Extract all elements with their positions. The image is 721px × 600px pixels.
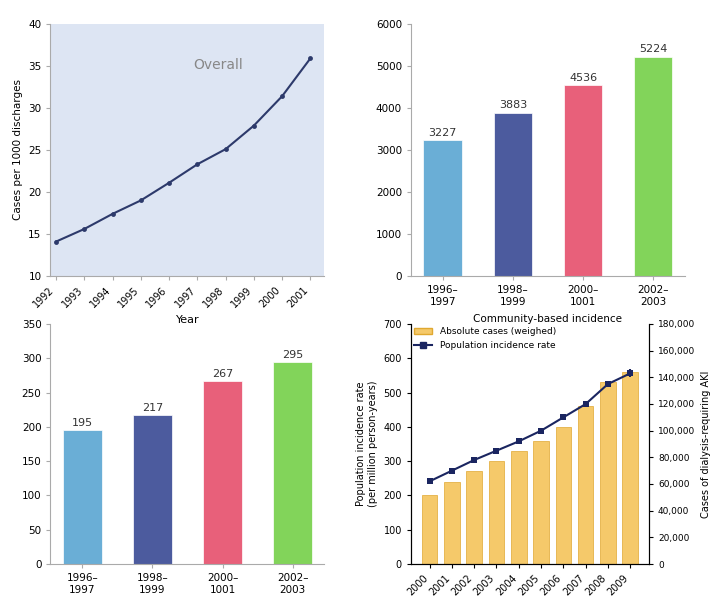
Bar — [600, 382, 616, 564]
Bar — [564, 85, 602, 276]
Text: 295: 295 — [282, 350, 304, 359]
Text: Overall: Overall — [193, 58, 243, 73]
Bar — [534, 440, 549, 564]
Text: 217: 217 — [142, 403, 163, 413]
Bar — [622, 372, 638, 564]
Bar — [634, 56, 673, 276]
Bar — [422, 496, 438, 564]
Y-axis label: Cases of dialysis-requiring AKI: Cases of dialysis-requiring AKI — [701, 370, 711, 518]
Text: 3883: 3883 — [499, 100, 527, 110]
Bar — [423, 140, 462, 276]
Y-axis label: Cases per 1000 discharges: Cases per 1000 discharges — [13, 79, 22, 220]
Text: 5224: 5224 — [639, 44, 668, 54]
Bar — [63, 430, 102, 564]
Bar — [444, 482, 460, 564]
Bar — [133, 415, 172, 564]
Bar — [494, 113, 532, 276]
Legend: Absolute cases (weighed), Population incidence rate: Absolute cases (weighed), Population inc… — [411, 324, 559, 353]
X-axis label: Community-based incidence
rates (per million person years)
of non-dialysis requi: Community-based incidence rates (per mil… — [466, 314, 630, 358]
Bar — [466, 472, 482, 564]
Text: 3227: 3227 — [428, 128, 457, 138]
Text: 195: 195 — [71, 418, 93, 428]
X-axis label: Year: Year — [176, 315, 199, 325]
Bar — [273, 362, 312, 564]
Bar — [578, 406, 593, 564]
Bar — [511, 451, 526, 564]
Text: 267: 267 — [212, 369, 233, 379]
Bar — [203, 381, 242, 564]
Bar — [556, 427, 571, 564]
Y-axis label: Population incidence rate
(per million person-years): Population incidence rate (per million p… — [356, 381, 378, 507]
Bar — [489, 461, 504, 564]
Text: 4536: 4536 — [569, 73, 597, 83]
